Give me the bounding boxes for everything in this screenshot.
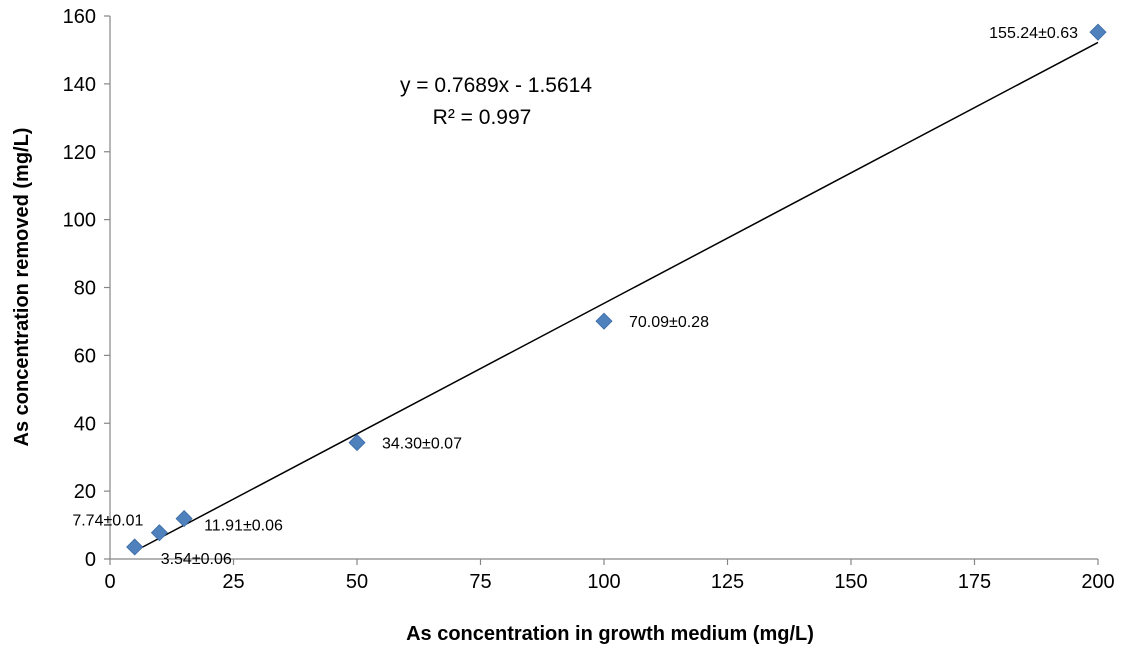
data-point-marker xyxy=(595,312,613,330)
x-tick-label: 100 xyxy=(587,571,620,593)
data-labels: 3.54±0.06 7.74±0.01 11.91±0.06 34.30±0.07 70… xyxy=(72,25,1078,568)
y-tick-label: 80 xyxy=(74,278,96,300)
y-tick-label: 20 xyxy=(74,481,96,503)
r-squared-label: R² = 0.997 xyxy=(433,106,532,129)
y-tick-label: 140 xyxy=(63,74,96,96)
y-tick-label: 100 xyxy=(63,210,96,232)
data-points xyxy=(126,23,1107,556)
y-tick-label: 60 xyxy=(74,345,96,367)
data-point-marker xyxy=(150,524,168,542)
y-tick-label: 120 xyxy=(63,142,96,164)
data-point-label: 155.24±0.63 xyxy=(989,25,1078,42)
x-tick-label: 25 xyxy=(222,571,244,593)
data-point-marker xyxy=(126,538,144,556)
tick-labels: 0 20 40 60 80 100 120 140 160 0 25 50 75 100 125 150 175… xyxy=(63,6,1115,593)
y-tick-label: 160 xyxy=(63,6,96,28)
x-tick-label: 125 xyxy=(711,571,744,593)
data-point-label: 3.54±0.06 xyxy=(161,551,232,568)
x-tick-label: 175 xyxy=(958,571,991,593)
trendline-layer xyxy=(134,41,1099,552)
x-axis-title: As concentration in growth medium (mg/L) xyxy=(406,623,814,645)
data-point-marker xyxy=(1089,23,1107,41)
data-point-label: 7.74±0.01 xyxy=(72,513,143,530)
y-axis-title: As concentration removed (mg/L) xyxy=(11,128,33,447)
trendline-equation: y = 0.7689x - 1.5614 xyxy=(400,74,592,97)
data-point-label: 70.09±0.28 xyxy=(629,314,709,331)
data-point-marker xyxy=(175,510,193,528)
data-point-label: 34.30±0.07 xyxy=(382,436,462,453)
data-point-label: 11.91±0.06 xyxy=(204,518,283,535)
axes xyxy=(104,15,1099,565)
x-tick-label: 75 xyxy=(469,571,491,593)
y-tick-label: 40 xyxy=(74,413,96,435)
x-tick-label: 200 xyxy=(1081,571,1114,593)
x-tick-label: 150 xyxy=(834,571,867,593)
data-point-marker xyxy=(348,434,366,452)
x-tick-label: 50 xyxy=(346,571,368,593)
y-tick-label: 0 xyxy=(85,549,96,571)
trendline xyxy=(134,41,1099,552)
x-tick-label: 0 xyxy=(104,571,115,593)
